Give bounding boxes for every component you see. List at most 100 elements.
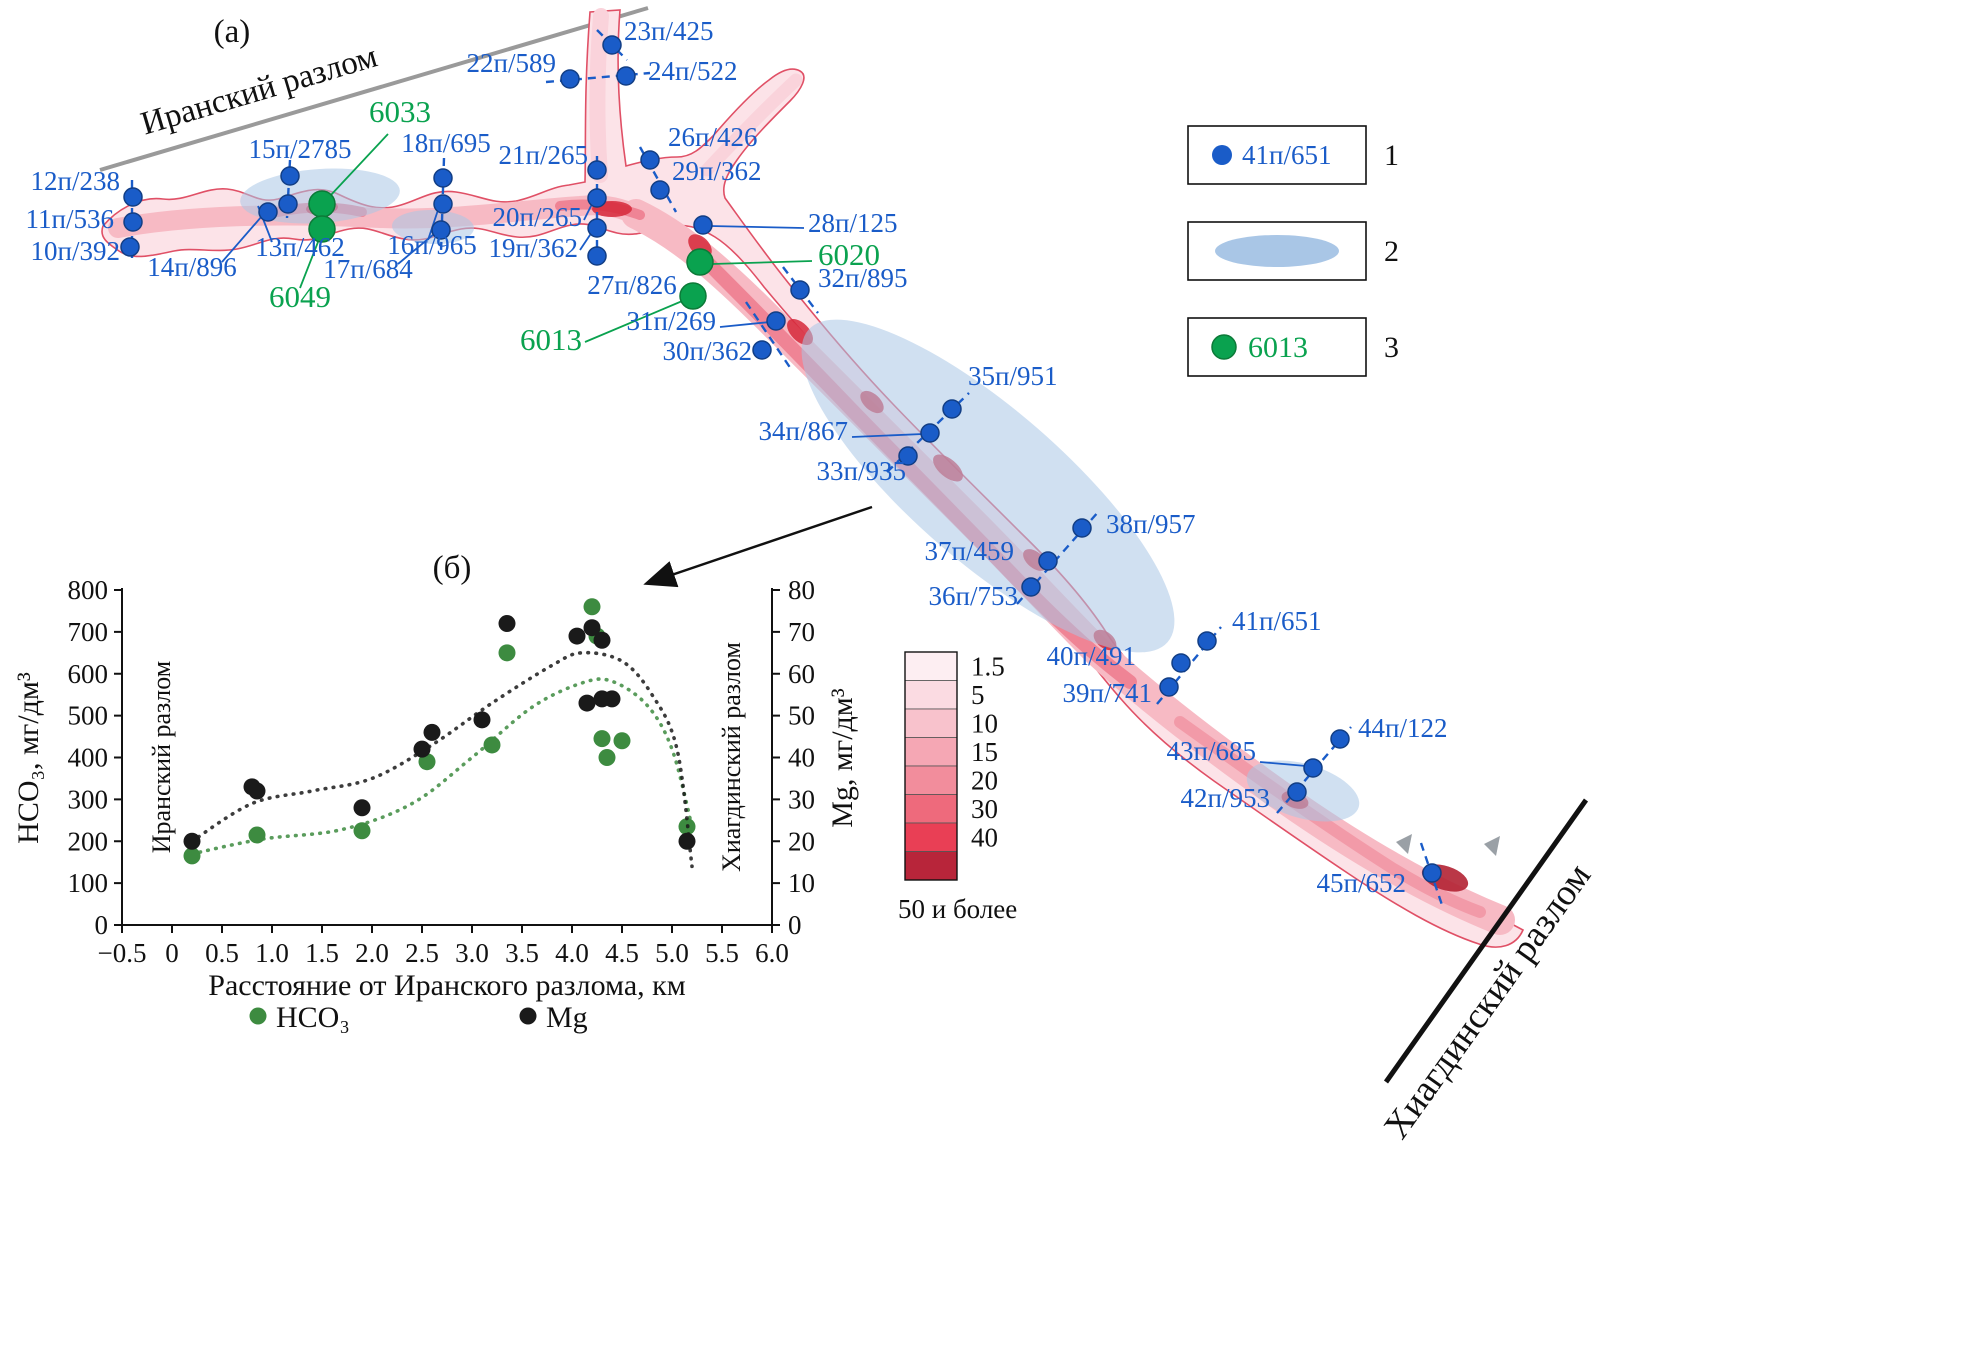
scale-tick-label: 1.5 <box>971 651 1005 681</box>
chart-point-Mg <box>583 619 601 637</box>
valley-inner-contour <box>589 8 609 183</box>
legend-item-label: 41п/651 <box>1242 140 1331 170</box>
sample-point-label: 22п/589 <box>467 48 556 78</box>
sample-point-label: 24п/522 <box>648 56 737 86</box>
chart-point-Mg <box>568 627 586 645</box>
profile-dashed-line <box>638 146 678 213</box>
chart-point-Mg <box>473 711 491 729</box>
sample-point <box>1021 577 1041 597</box>
sample-point-label: 11п/536 <box>26 204 114 234</box>
chart-left-tick-label: 400 <box>68 743 109 773</box>
chart-x-tick-label: 0.5 <box>205 938 239 968</box>
chart-right-tick-label: 60 <box>788 659 815 689</box>
fault-tick-marker <box>1396 834 1412 854</box>
chart-point-HCO₃ <box>583 598 601 616</box>
sample-point <box>1303 758 1323 778</box>
scale-tick-label: 5 <box>971 680 985 710</box>
chart-left-axis-title: HCO₃, мг/дм³ <box>12 672 45 844</box>
label-leader-line <box>851 433 924 438</box>
panel-a-label: (а) <box>214 14 251 50</box>
sample-point-label: 32п/895 <box>818 263 907 293</box>
chart-point-Mg <box>678 832 696 850</box>
sample-point <box>942 399 962 419</box>
chart-trend-Mg <box>190 650 694 869</box>
chart-left-tick-label: 0 <box>95 910 109 940</box>
chart-x-tick-label: 5.0 <box>655 938 689 968</box>
valley-inner-contour <box>1174 716 1486 918</box>
sample-point <box>1287 782 1307 802</box>
label-leader-line <box>1259 761 1307 767</box>
chart-x-tick-label: 6.0 <box>755 938 789 968</box>
sample-point <box>616 66 636 86</box>
sample-points <box>120 35 1442 883</box>
sample-point <box>123 187 143 207</box>
scale-tick-label: 10 <box>971 708 998 738</box>
chart-right-tick-label: 80 <box>788 575 815 605</box>
sample-point <box>766 311 786 331</box>
sample-point <box>1171 653 1191 673</box>
legend-blue-dot-icon <box>1212 145 1232 165</box>
sample-point <box>587 246 607 266</box>
sample-point <box>123 212 143 232</box>
sample-point-label: 31п/269 <box>627 306 716 336</box>
chart-right-tick-label: 50 <box>788 701 815 731</box>
scale-tick-label: 40 <box>971 822 998 852</box>
sample-point <box>602 35 622 55</box>
sample-point <box>1159 677 1179 697</box>
chart-x-tick-label: 4.0 <box>555 938 589 968</box>
sample-point-label: 10п/392 <box>31 236 120 266</box>
legend-item-number: 3 <box>1384 331 1399 364</box>
legend-item-label: 6013 <box>1248 331 1308 364</box>
sample-point-label: 40п/491 <box>1047 641 1136 671</box>
chart-left-tick-label: 800 <box>68 575 109 605</box>
chart-legend-label: Mg <box>546 1001 588 1034</box>
map-legend: 41п/651 1 2 6013 3 <box>1187 125 1399 377</box>
scale-tick-label: 20 <box>971 765 998 795</box>
sample-point-label: 21п/265 <box>499 140 588 170</box>
label-leader-line <box>329 133 389 197</box>
sample-point-label: 15п/2785 <box>249 134 352 164</box>
chart-legend-dot <box>249 1007 267 1025</box>
valley-inner-contour <box>700 73 803 177</box>
chart-point-HCO₃ <box>353 822 371 840</box>
legend-item-number: 2 <box>1384 235 1399 268</box>
chart-left-tick-label: 200 <box>68 826 109 856</box>
chart-x-tick-label: 4.5 <box>605 938 639 968</box>
scale-cell <box>904 708 958 738</box>
legend-green-dot-icon <box>1211 334 1237 360</box>
chart-point-Mg <box>183 832 201 850</box>
sample-point-label: 36п/753 <box>929 581 1018 611</box>
chart-x-tick-label: −0.5 <box>98 938 147 968</box>
label-leader-line <box>719 321 771 328</box>
chart-point-Mg <box>593 631 611 649</box>
chart-inner-fault-label: Хиагдинский разлом <box>717 642 746 872</box>
sample-point <box>308 190 336 218</box>
sample-point-label: 19п/362 <box>489 233 578 263</box>
scale-border <box>904 651 958 881</box>
sample-point <box>1197 631 1217 651</box>
chart-x-tick-label: 1.5 <box>305 938 339 968</box>
chart-point-HCO₃ <box>183 847 201 865</box>
sample-point <box>920 423 940 443</box>
legend-ellipse-icon <box>1215 235 1339 267</box>
sample-point-label: 29п/362 <box>672 156 761 186</box>
sample-point-label: 43п/685 <box>1167 736 1256 766</box>
scale-cell <box>904 851 958 881</box>
chart-point-Mg <box>413 740 431 758</box>
sample-point <box>686 248 714 276</box>
sample-point <box>679 282 707 310</box>
chart-point-Mg <box>578 694 596 712</box>
chart-left-tick-label: 100 <box>68 868 109 898</box>
sample-point <box>1422 863 1442 883</box>
panel-b-label: (б) <box>433 550 472 586</box>
chart-left-tick-label: 500 <box>68 701 109 731</box>
chart-legend-label: HCO₃ <box>276 1001 350 1034</box>
sample-point <box>587 160 607 180</box>
chart-point-Mg <box>603 690 621 708</box>
sample-point <box>650 180 670 200</box>
sample-point-label: 26п/426 <box>668 122 757 152</box>
scale-tick-label: 15 <box>971 737 998 767</box>
